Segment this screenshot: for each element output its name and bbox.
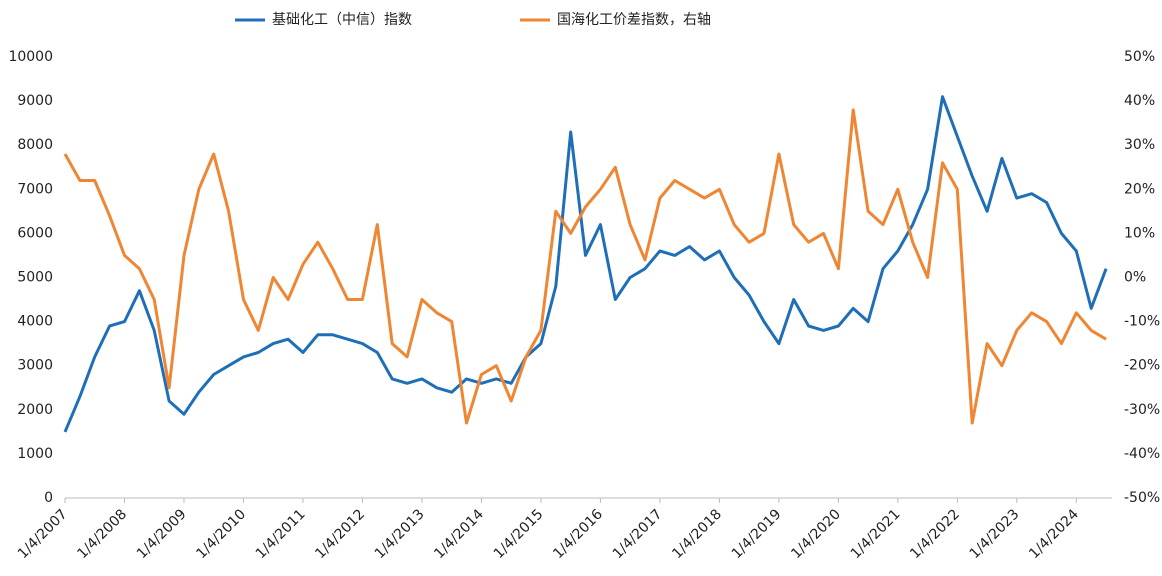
x-tick-label: 1/4/2011: [253, 506, 309, 562]
y2-tick-label: 20%: [1124, 181, 1155, 197]
legend-label: 国海化工价差指数，右轴: [557, 12, 711, 28]
y-tick-label: 8000: [17, 137, 53, 153]
y-tick-label: 4000: [17, 314, 53, 330]
x-tick-label: 1/4/2009: [134, 506, 190, 562]
x-tick-label: 1/4/2008: [74, 506, 130, 562]
y-tick-label: 9000: [17, 93, 53, 109]
x-tick-label: 1/4/2014: [431, 506, 487, 562]
x-tick-label: 1/4/2024: [1026, 506, 1082, 562]
x-tick-label: 1/4/2021: [848, 506, 904, 562]
y-tick-label: 1000: [17, 446, 53, 462]
y2-tick-label: -30%: [1124, 402, 1160, 418]
y2-tick-label: -50%: [1124, 490, 1160, 506]
y2-tick-label: 0%: [1124, 270, 1146, 286]
y2-tick-label: 10%: [1124, 225, 1155, 241]
series-line: [63, 95, 1108, 433]
y2-tick-label: -10%: [1124, 314, 1160, 330]
y-tick-label: 3000: [17, 358, 53, 374]
y2-tick-label: 30%: [1124, 137, 1155, 153]
x-tick-label: 1/4/2012: [312, 506, 368, 562]
x-tick-label: 1/4/2010: [193, 506, 249, 562]
x-tick-label: 1/4/2016: [550, 506, 606, 562]
y-tick-label: 2000: [17, 402, 53, 418]
y2-tick-label: 40%: [1124, 93, 1155, 109]
series-line: [63, 108, 1107, 425]
x-tick-label: 1/4/2018: [669, 506, 725, 562]
y-tick-label: 0: [44, 490, 53, 506]
y2-tick-label: 50%: [1124, 49, 1155, 65]
legend-label: 基础化工（中信）指数: [272, 11, 412, 28]
x-tick-label: 1/4/2019: [729, 506, 785, 562]
y2-tick-label: -40%: [1124, 446, 1160, 462]
y-tick-label: 5000: [17, 270, 53, 286]
y-tick-label: 7000: [17, 181, 53, 197]
y-tick-label: 10000: [8, 49, 53, 65]
x-tick-label: 1/4/2007: [15, 506, 71, 562]
x-tick-label: 1/4/2020: [788, 506, 844, 562]
x-tick-label: 1/4/2013: [372, 506, 428, 562]
x-tick-label: 1/4/2022: [907, 506, 963, 562]
x-tick-label: 1/4/2023: [967, 506, 1023, 562]
x-tick-label: 1/4/2015: [491, 506, 547, 562]
x-tick-label: 1/4/2017: [610, 506, 666, 562]
y2-tick-label: -20%: [1124, 358, 1160, 374]
y-tick-label: 6000: [17, 225, 53, 241]
